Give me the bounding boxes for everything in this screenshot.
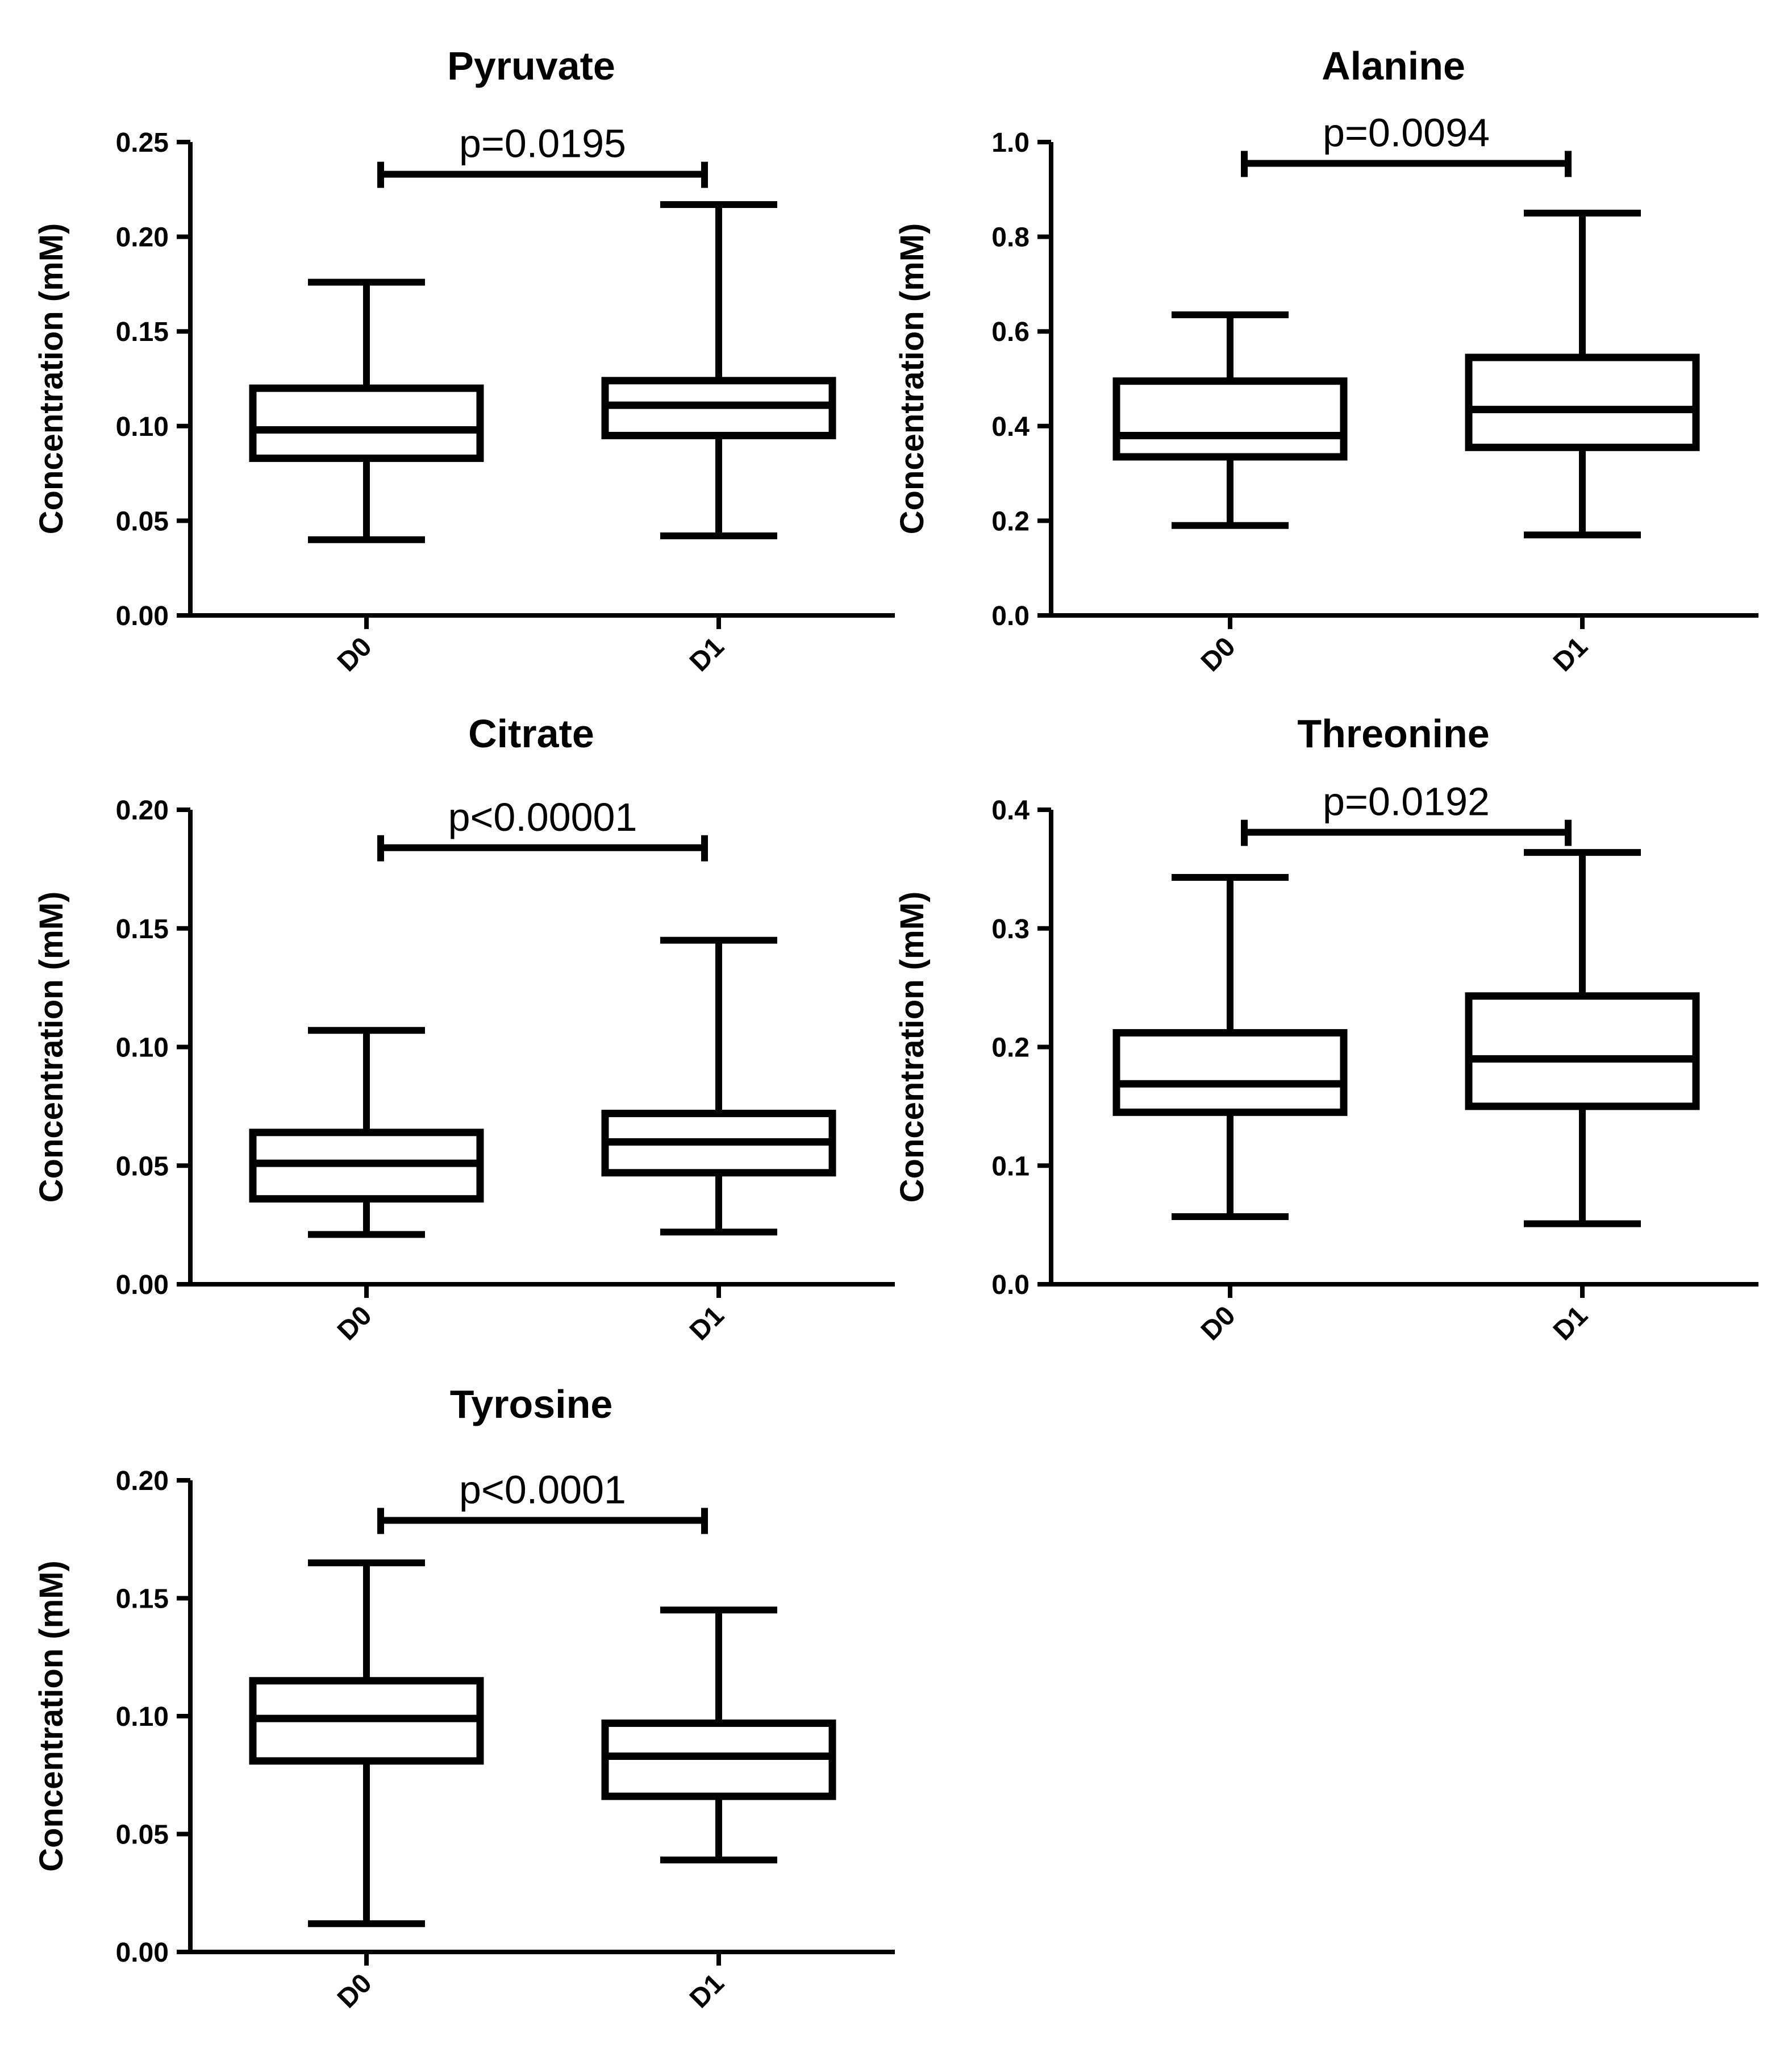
y-tick-label: 0.25 <box>116 128 169 158</box>
y-tick-label: 0.05 <box>116 506 169 536</box>
iqr-box <box>1465 992 1700 1110</box>
y-tick-label: 0.3 <box>991 914 1030 944</box>
y-tick-label: 1.0 <box>991 128 1030 158</box>
y-axis-label: Concentration (mM) <box>894 223 931 535</box>
y-tick-label: 0.2 <box>991 1033 1030 1063</box>
iqr-box <box>249 384 484 462</box>
panel-title: Alanine <box>1322 44 1465 88</box>
y-tick-label: 0.15 <box>116 914 169 944</box>
x-tick-label-d1: D1 <box>1548 631 1594 677</box>
box-d1 <box>1465 209 1700 539</box>
x-tick-label-d0: D0 <box>332 631 378 677</box>
y-tick-label: 0.8 <box>991 223 1030 253</box>
panel-title: Threonine <box>1297 711 1489 756</box>
y-axis-label: Concentration (mM) <box>33 223 70 535</box>
y-tick-label: 0.2 <box>991 506 1030 536</box>
x-tick-label-d1: D1 <box>684 1968 730 2014</box>
p-value-label: p<0.00001 <box>448 795 637 839</box>
box-d1 <box>601 201 836 540</box>
y-axis-label: Concentration (mM) <box>33 892 70 1203</box>
panel-title: Pyruvate <box>447 44 615 88</box>
panel-alanine: Alanine Concentration (mM) 0.0 0.2 0.4 0.6 0.8… <box>894 44 1758 677</box>
x-tick-label-d0: D0 <box>1195 631 1241 677</box>
y-tick-label: 0.0 <box>991 1270 1030 1300</box>
box-d0 <box>1112 873 1348 1221</box>
box-d0 <box>249 1027 484 1238</box>
iqr-box <box>1112 1029 1348 1116</box>
y-tick-label: 0.15 <box>116 1584 169 1614</box>
y-tick-label: 0.4 <box>991 796 1030 826</box>
y-tick-label: 0.05 <box>116 1151 169 1181</box>
y-tick-label: 0.00 <box>116 601 169 631</box>
panel-title: Citrate <box>468 711 594 756</box>
x-tick-label-d1: D1 <box>684 1300 730 1346</box>
p-value-label: p<0.0001 <box>459 1468 626 1512</box>
y-tick-label: 0.10 <box>116 1033 169 1063</box>
iqr-box <box>1112 377 1348 461</box>
y-tick-label: 0.0 <box>991 601 1030 631</box>
panel-citrate: Citrate Concentration (mM) 0.00 0.05 0.10 0.1… <box>33 711 895 1346</box>
iqr-box <box>1465 353 1700 451</box>
box-d0 <box>249 278 484 543</box>
p-value-label: p=0.0192 <box>1323 780 1490 824</box>
y-tick-label: 0.00 <box>116 1270 169 1300</box>
y-tick-label: 0.20 <box>116 223 169 253</box>
y-tick-label: 0.10 <box>116 1702 169 1732</box>
x-tick-label-d0: D0 <box>332 1300 378 1346</box>
panel-pyruvate: Pyruvate Concentration (mM) 0.00 0.05 0.10 0.… <box>33 44 895 677</box>
y-tick-label: 0.1 <box>991 1151 1030 1181</box>
y-tick-label: 0.20 <box>116 1466 169 1496</box>
y-tick-label: 0.05 <box>116 1820 169 1850</box>
box-d0 <box>1112 311 1348 529</box>
y-tick-label: 0.10 <box>116 412 169 442</box>
p-value-label: p=0.0094 <box>1323 110 1490 155</box>
box-d1 <box>601 1606 836 1864</box>
y-axis-label: Concentration (mM) <box>33 1560 70 1872</box>
y-tick-label: 0.15 <box>116 317 169 347</box>
panel-tyrosine: Tyrosine Concentration (mM) 0.00 0.05 0.10 0.… <box>33 1382 895 2014</box>
box-d1 <box>601 936 836 1236</box>
x-tick-label-d1: D1 <box>684 631 730 677</box>
y-tick-label: 0.20 <box>116 796 169 826</box>
x-tick-label-d1: D1 <box>1548 1300 1594 1346</box>
y-tick-label: 0.00 <box>116 1938 169 1968</box>
panel-threonine: Threonine Concentration (mM) 0.0 0.1 0.2 0.3 0… <box>894 711 1758 1346</box>
box-d1 <box>1465 849 1700 1227</box>
panel-title: Tyrosine <box>450 1382 613 1426</box>
x-tick-label-d0: D0 <box>332 1968 378 2014</box>
x-tick-label-d0: D0 <box>1195 1300 1241 1346</box>
y-tick-label: 0.4 <box>991 412 1030 442</box>
box-d0 <box>249 1559 484 1928</box>
y-tick-label: 0.6 <box>991 317 1030 347</box>
p-value-label: p=0.0195 <box>459 122 626 166</box>
y-axis-label: Concentration (mM) <box>894 892 931 1203</box>
